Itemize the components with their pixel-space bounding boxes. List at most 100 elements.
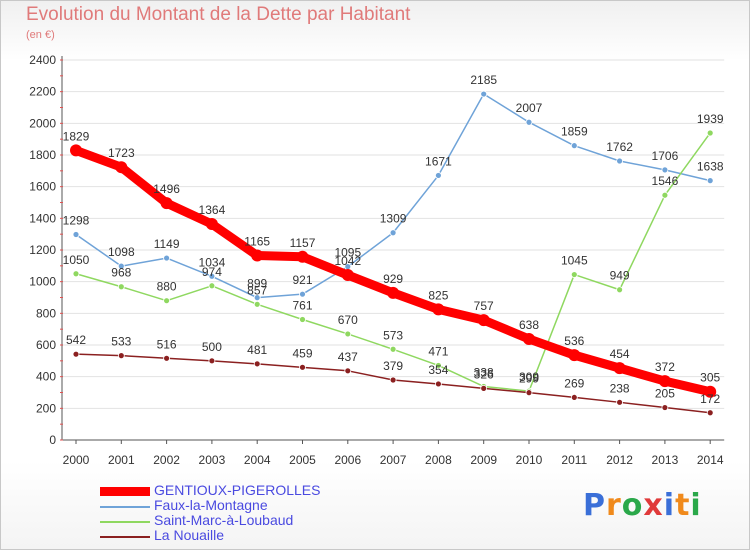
data-label: 205 [655,387,675,401]
data-point [344,330,352,338]
x-tick-label: 2002 [153,453,180,467]
data-point [296,250,309,263]
y-tick-label: 600 [36,338,56,352]
data-point [299,363,306,371]
data-label: 1762 [606,140,633,154]
data-label: 857 [247,283,267,297]
data-label: 757 [474,299,494,313]
proxiti-logo: Proxiti [583,488,702,523]
data-label: 372 [655,360,675,374]
data-label: 1546 [652,174,679,188]
data-point [163,354,171,362]
data-point [525,118,533,126]
data-point [389,229,397,237]
x-tick-label: 2014 [697,453,724,467]
data-point [70,144,82,157]
y-tick-label: 2200 [29,85,56,99]
data-point [208,282,216,290]
data-label: 238 [610,381,630,395]
data-label: 536 [564,334,584,348]
data-label: 1298 [63,213,90,227]
data-point [163,297,171,305]
data-label: 354 [428,363,448,377]
logo-letter: i [690,488,702,523]
x-tick-label: 2013 [652,453,679,467]
data-label: 437 [338,350,358,364]
data-point [387,286,400,299]
data-point [432,303,445,316]
data-label: 1042 [334,254,361,268]
data-label: 949 [610,269,630,283]
data-point [117,352,125,360]
data-point [253,300,261,308]
data-point [706,129,714,137]
data-label: 1671 [425,154,452,168]
data-label: 921 [292,273,312,287]
y-tick-label: 1800 [29,148,56,162]
data-label: 1045 [561,254,588,268]
y-tick-label: 800 [36,306,56,320]
x-tick-label: 2004 [244,453,271,467]
data-label: 573 [383,328,403,342]
data-label: 459 [292,346,312,360]
data-label: 454 [610,347,630,361]
data-label: 1165 [244,235,270,249]
data-label: 1859 [561,125,588,139]
data-point [208,357,216,365]
chart-title: Evolution du Montant de la Dette par Hab… [26,4,411,25]
data-label: 516 [157,337,177,351]
y-tick-label: 1200 [29,243,56,257]
data-point [661,191,669,199]
data-label: 309 [519,370,539,384]
data-label: 670 [338,313,358,327]
logo-letter: i [663,488,676,523]
legend-swatch [100,487,150,496]
data-point [661,166,669,174]
data-point [434,172,442,179]
y-tick-label: 2000 [29,116,56,130]
data-label: 1496 [153,182,180,196]
x-tick-label: 2000 [63,453,90,467]
data-point [117,283,125,291]
data-point [72,350,80,358]
x-tick-label: 2007 [380,453,407,467]
data-point [661,404,669,411]
data-point [706,409,714,417]
data-label: 481 [247,343,267,357]
data-label: 2185 [470,73,497,87]
data-point [434,362,442,369]
data-point [658,375,671,388]
data-point [72,270,80,278]
logo-letter: t [675,488,691,523]
y-tick-label: 400 [36,370,56,384]
data-label: 500 [202,340,222,354]
data-label: 1034 [199,255,226,269]
data-label: 305 [700,371,720,385]
data-point [208,272,216,280]
data-point [568,349,581,362]
data-label: 1095 [334,246,361,260]
data-point [253,294,261,302]
data-point [477,314,490,327]
data-point [205,218,218,231]
data-point [389,376,397,384]
data-label: 2007 [516,101,543,115]
data-point [341,269,354,282]
data-label: 542 [66,333,86,347]
data-point [616,157,623,165]
x-tick-label: 2006 [334,453,361,467]
data-label: 1157 [290,236,316,250]
y-tick-label: 1400 [29,211,56,225]
data-point [525,389,533,397]
data-label: 471 [428,344,448,358]
x-tick-label: 2009 [470,453,497,467]
data-point [434,380,442,388]
logo-letter: r [606,488,622,523]
data-point [706,177,714,185]
legend-label: La Nouaille [154,527,225,543]
data-point [299,316,306,323]
legend-label: Faux-la-Montagne [154,497,268,513]
data-point [389,345,397,353]
data-label: 1364 [199,203,226,217]
x-tick-label: 2011 [561,453,587,467]
